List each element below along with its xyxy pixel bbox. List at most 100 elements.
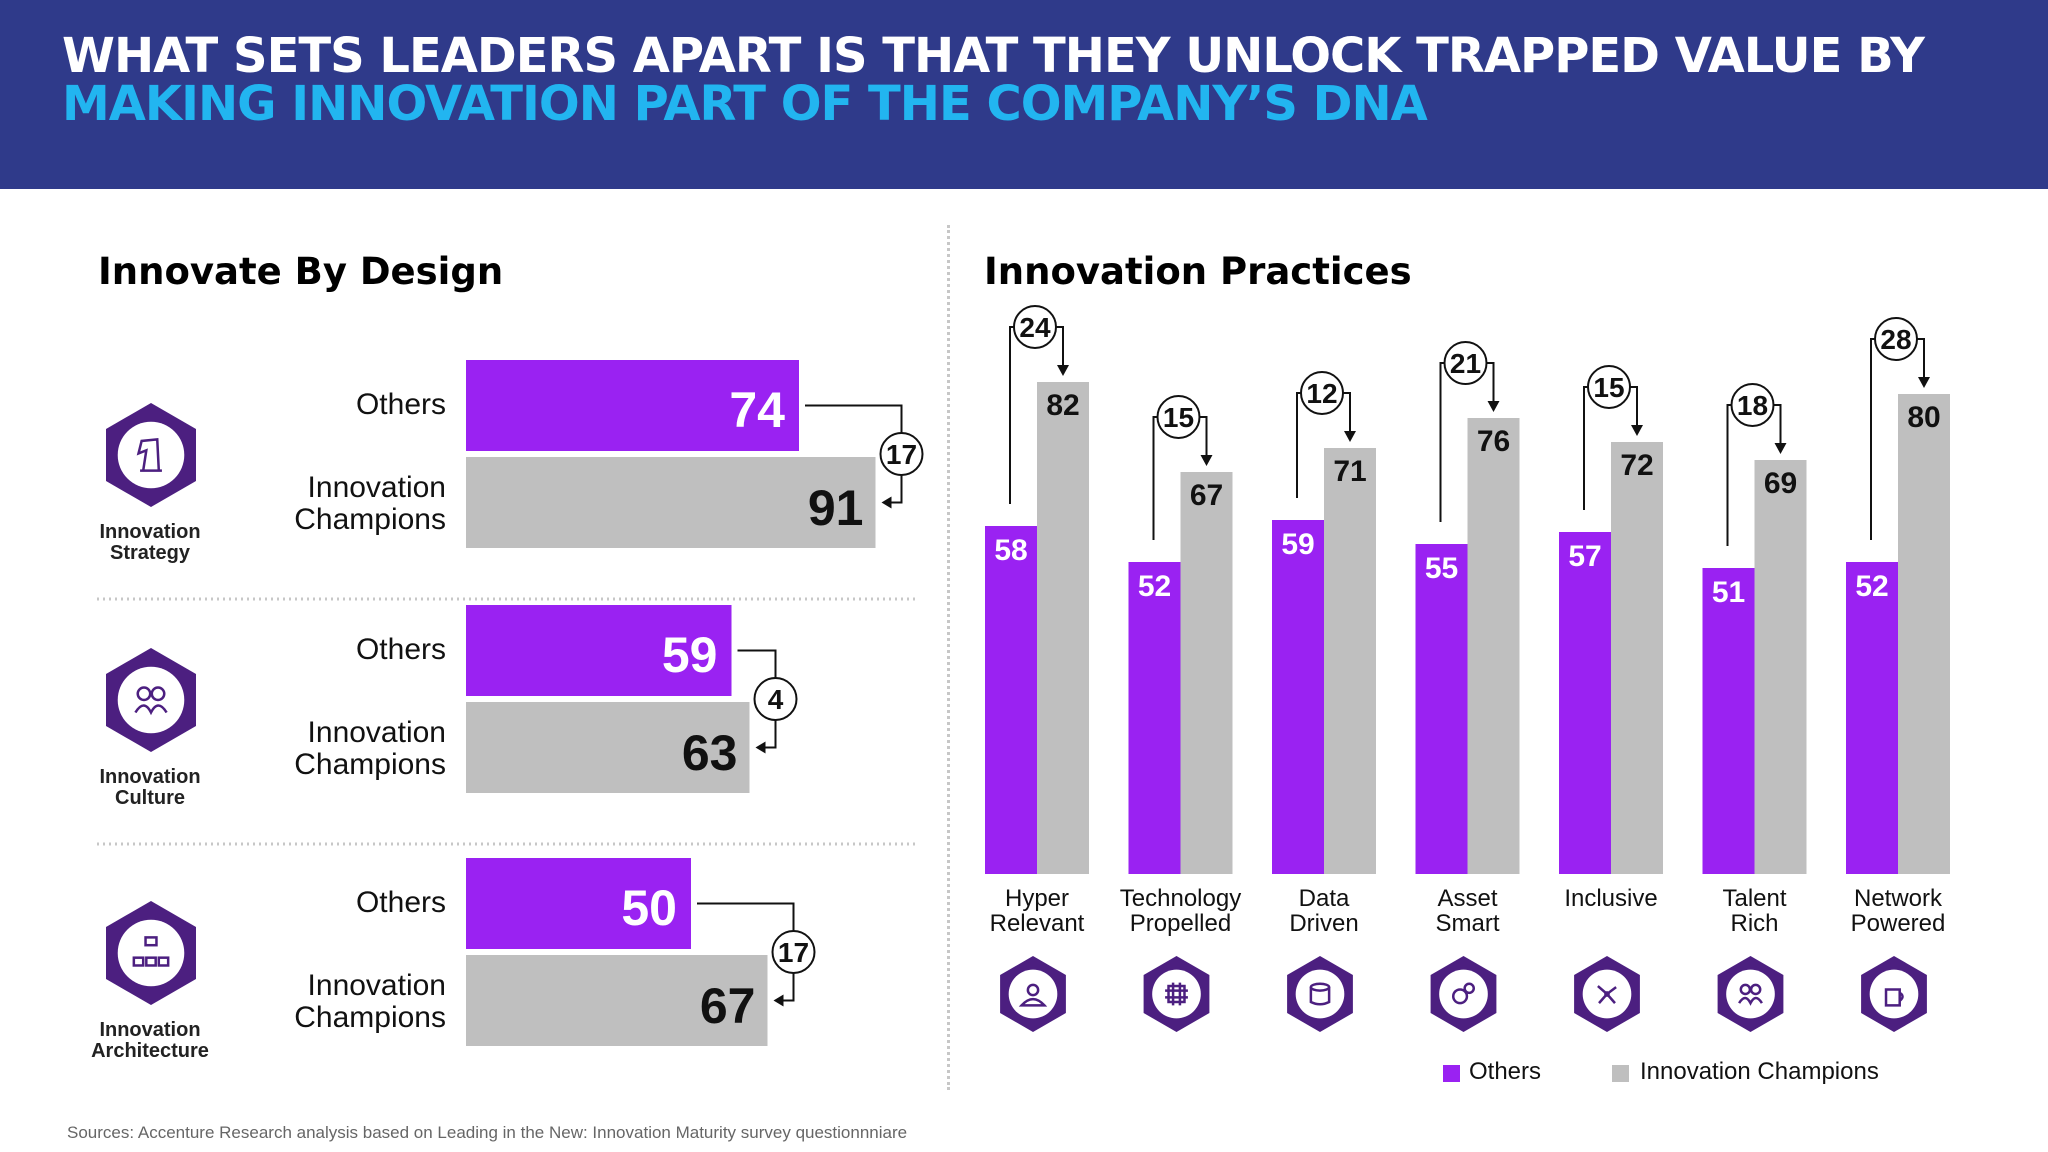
headline-line-1: WHAT SETS LEADERS APART IS THAT THEY UNL… <box>62 28 1925 84</box>
value-champions: 63 <box>682 725 738 781</box>
group-label-line2: Strategy <box>110 542 191 564</box>
gap-value: 17 <box>886 439 917 470</box>
value-others: 59 <box>1281 528 1314 561</box>
chip-icon-body <box>1167 984 1186 1004</box>
database-gear-icon-body <box>1309 987 1331 1006</box>
people-group-icon-bodies <box>1738 996 1763 1006</box>
gap-arrowhead <box>1200 455 1213 466</box>
gap-arrowhead <box>1487 401 1500 412</box>
people-gear-icon-head-b <box>150 686 166 702</box>
database-gear-icon-disc <box>1295 969 1345 1019</box>
gap-value: 18 <box>1737 390 1768 421</box>
people-group-icon <box>1717 956 1784 1032</box>
legend-label-champions: Innovation Champions <box>1640 1058 1879 1085</box>
people-gear-icon-disc <box>117 666 185 734</box>
org-chart-icon-disc <box>117 919 185 987</box>
gap-arrowhead <box>881 496 892 509</box>
org-chart-icon-mid <box>145 956 157 967</box>
person-bust-icon-body <box>1018 997 1048 1007</box>
gap-arrowhead <box>755 741 766 754</box>
right-section-title: Innovation Practices <box>984 250 1412 293</box>
gears-icon-gear-b <box>1463 982 1476 995</box>
row-label-champions-1: Innovation <box>308 969 446 1002</box>
bar-others <box>1702 568 1755 874</box>
network-nodes-icon-hub <box>1604 991 1610 997</box>
org-chart-icon-right <box>157 956 170 967</box>
network-nodes-icon <box>1574 956 1640 1032</box>
category-label-line2: Propelled <box>1130 910 1231 937</box>
bar-others <box>1846 562 1898 874</box>
gap-arrowhead <box>1774 443 1787 454</box>
bar-champions <box>1180 472 1233 874</box>
header-banner: WHAT SETS LEADERS APART IS THAT THEY UNL… <box>0 0 2048 189</box>
category-label-line2: Smart <box>1435 910 1499 937</box>
gap-arrowhead <box>1631 425 1643 436</box>
gap-arrowhead <box>1918 377 1930 388</box>
value-others: 52 <box>1138 570 1171 603</box>
row-label-champions-2: Champions <box>294 748 446 781</box>
database-gear-icon <box>1287 956 1353 1032</box>
value-champions: 82 <box>1046 389 1079 422</box>
org-chart-icon <box>106 901 196 1005</box>
gears-icon-disc <box>1439 969 1488 1019</box>
legend-swatch-champions <box>1612 1065 1629 1082</box>
value-others: 55 <box>1425 552 1458 585</box>
row-label-champions-1: Innovation <box>308 716 446 749</box>
value-others: 57 <box>1568 540 1601 573</box>
people-group-icon-disc <box>1726 969 1775 1019</box>
row-label-champions-2: Champions <box>294 503 446 536</box>
person-bust-icon-head <box>1026 983 1040 997</box>
mug-tools-icon-disc <box>1869 969 1919 1019</box>
gears-icon-gear-a <box>1451 988 1469 1005</box>
gap-circle <box>1156 395 1201 439</box>
network-nodes-icon-links <box>1597 985 1617 1004</box>
row-label-others: Others <box>356 886 446 919</box>
group-label-line1: Innovation <box>99 1019 200 1041</box>
gap-value: 24 <box>1019 312 1051 343</box>
bar-others <box>1128 562 1181 874</box>
gap-arrowhead <box>1057 365 1069 376</box>
category-label-line1: Data <box>1299 885 1350 912</box>
gap-circle <box>1300 371 1344 415</box>
gap-value: 28 <box>1880 324 1911 355</box>
bar-others <box>466 858 691 949</box>
bar-others <box>1272 520 1324 874</box>
group-label-line1: Innovation <box>99 521 200 543</box>
group-3: InnovationArchitectureOthersInnovationCh… <box>91 858 816 1062</box>
org-chart-icon-top <box>144 936 158 947</box>
bar-champions <box>1611 442 1663 874</box>
people-gear-icon-bodies <box>134 704 168 716</box>
value-champions: 67 <box>700 978 756 1034</box>
group-label-line1: Innovation <box>99 766 200 788</box>
value-others: 74 <box>729 382 785 438</box>
people-gear-icon <box>106 648 196 752</box>
practice-group-5: 57 72 15 Inclusive <box>1559 365 1663 1032</box>
gap-value: 15 <box>1163 402 1194 433</box>
category-label-line1: Inclusive <box>1564 885 1657 912</box>
gap-value: 4 <box>768 684 784 715</box>
bar-others <box>985 526 1037 874</box>
row-label-others: Others <box>356 633 446 666</box>
chess-knight-icon-disc <box>117 421 185 489</box>
category-label-line2: Relevant <box>990 910 1085 937</box>
value-others: 50 <box>621 880 677 936</box>
gap-circle <box>753 677 798 721</box>
chip-icon-pins <box>1165 982 1188 1006</box>
chess-knight-icon <box>106 403 196 507</box>
gap-circle <box>1587 365 1631 409</box>
group-1: InnovationStrategyOthersInnovationChampi… <box>99 360 924 564</box>
category-label-line2: Rich <box>1730 910 1778 937</box>
value-others: 58 <box>994 534 1027 567</box>
bar-others <box>1559 532 1611 874</box>
category-label-line1: Talent <box>1722 885 1786 912</box>
gap-value: 12 <box>1306 378 1337 409</box>
innovate-by-design-chart: InnovationStrategyOthersInnovationChampi… <box>91 360 924 1062</box>
row-label-champions-2: Champions <box>294 1001 446 1034</box>
person-bust-icon <box>1000 956 1066 1032</box>
gap-circle <box>1013 305 1057 349</box>
left-section-title: Innovate By Design <box>98 250 504 293</box>
